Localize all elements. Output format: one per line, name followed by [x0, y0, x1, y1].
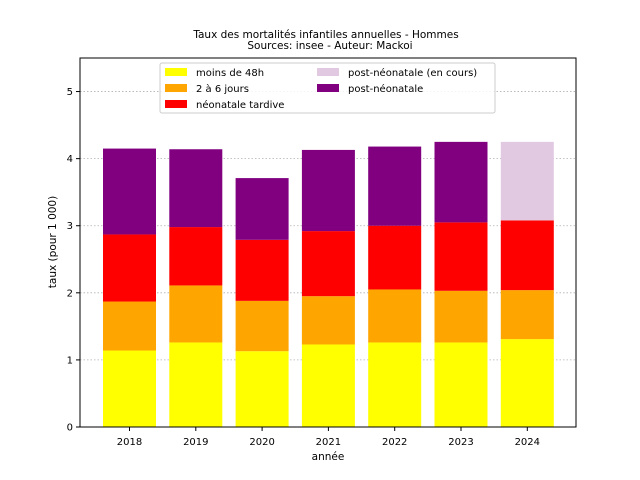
bar-segment	[301, 149, 355, 232]
legend-label: post-néonatale	[348, 83, 423, 95]
legend: moins de 48h 2 à 6 jours néonatale tardive…	[159, 62, 496, 114]
x-tick-label: 2022	[382, 437, 407, 448]
legend-swatch	[317, 68, 339, 76]
bar-segment	[103, 148, 156, 235]
y-tick-label: 2	[67, 288, 73, 299]
bar-segment	[169, 149, 223, 228]
x-tick-label: 2018	[117, 437, 142, 448]
bar-segment	[301, 296, 355, 345]
bar-segment	[103, 234, 156, 302]
chart-subtitle: Sources: insee - Auteur: Mackoi	[247, 40, 412, 52]
legend-label: 2 à 6 jours	[196, 83, 249, 95]
bar-segment	[235, 178, 289, 240]
x-axis-title: année	[312, 451, 345, 463]
x-tick-label: 2020	[249, 437, 274, 448]
y-tick-label: 0	[67, 423, 73, 434]
bar-segment	[169, 342, 223, 427]
y-tick-label: 5	[67, 87, 73, 98]
bar-segment	[434, 222, 488, 291]
legend-swatch	[317, 84, 339, 92]
y-tick-label: 1	[67, 355, 73, 366]
bar-segment	[434, 290, 488, 343]
bar-segment	[500, 141, 554, 221]
bar-segment	[434, 342, 488, 427]
legend-swatch	[165, 68, 187, 76]
x-tick-label: 2023	[448, 437, 473, 448]
x-tick-label: 2024	[515, 437, 540, 448]
bar-segment	[368, 225, 422, 290]
y-tick-label: 4	[67, 154, 73, 165]
chart-title-group: Taux des mortalités infantiles annuelles…	[192, 29, 458, 52]
x-tick-label: 2021	[316, 437, 341, 448]
bar-segment	[301, 231, 355, 297]
bar-segment	[368, 289, 422, 343]
bar-segment	[103, 350, 156, 427]
bar-segment	[235, 351, 289, 427]
legend-label: post-néonatale (en cours)	[348, 67, 477, 79]
legend-label: néonatale tardive	[196, 99, 284, 111]
bar-segment	[368, 146, 422, 226]
y-tick-label: 3	[67, 221, 73, 232]
bar-segment	[434, 141, 488, 223]
bar-segment	[235, 300, 289, 352]
bar-segment	[103, 301, 156, 351]
legend-label: moins de 48h	[196, 68, 264, 79]
bar-segment	[169, 227, 223, 286]
legend-swatch	[165, 84, 187, 92]
bar-segment	[368, 342, 422, 427]
bars	[103, 141, 554, 427]
chart-title: Taux des mortalités infantiles annuelles…	[192, 29, 458, 41]
x-axis-ticks: 2018 2019 2020 2021 2022 2023 2024	[117, 427, 540, 448]
x-tick-label: 2019	[183, 437, 208, 448]
bar-segment	[500, 290, 554, 340]
bar-segment	[301, 344, 355, 427]
y-axis-title: taux (pour 1 000)	[47, 196, 59, 288]
bar-segment	[235, 239, 289, 301]
legend-swatch	[165, 100, 187, 108]
bar-segment	[500, 339, 554, 427]
bar-segment	[500, 220, 554, 291]
y-axis-ticks: 0 1 2 3 4 5	[67, 87, 80, 434]
bar-segment	[169, 285, 223, 343]
